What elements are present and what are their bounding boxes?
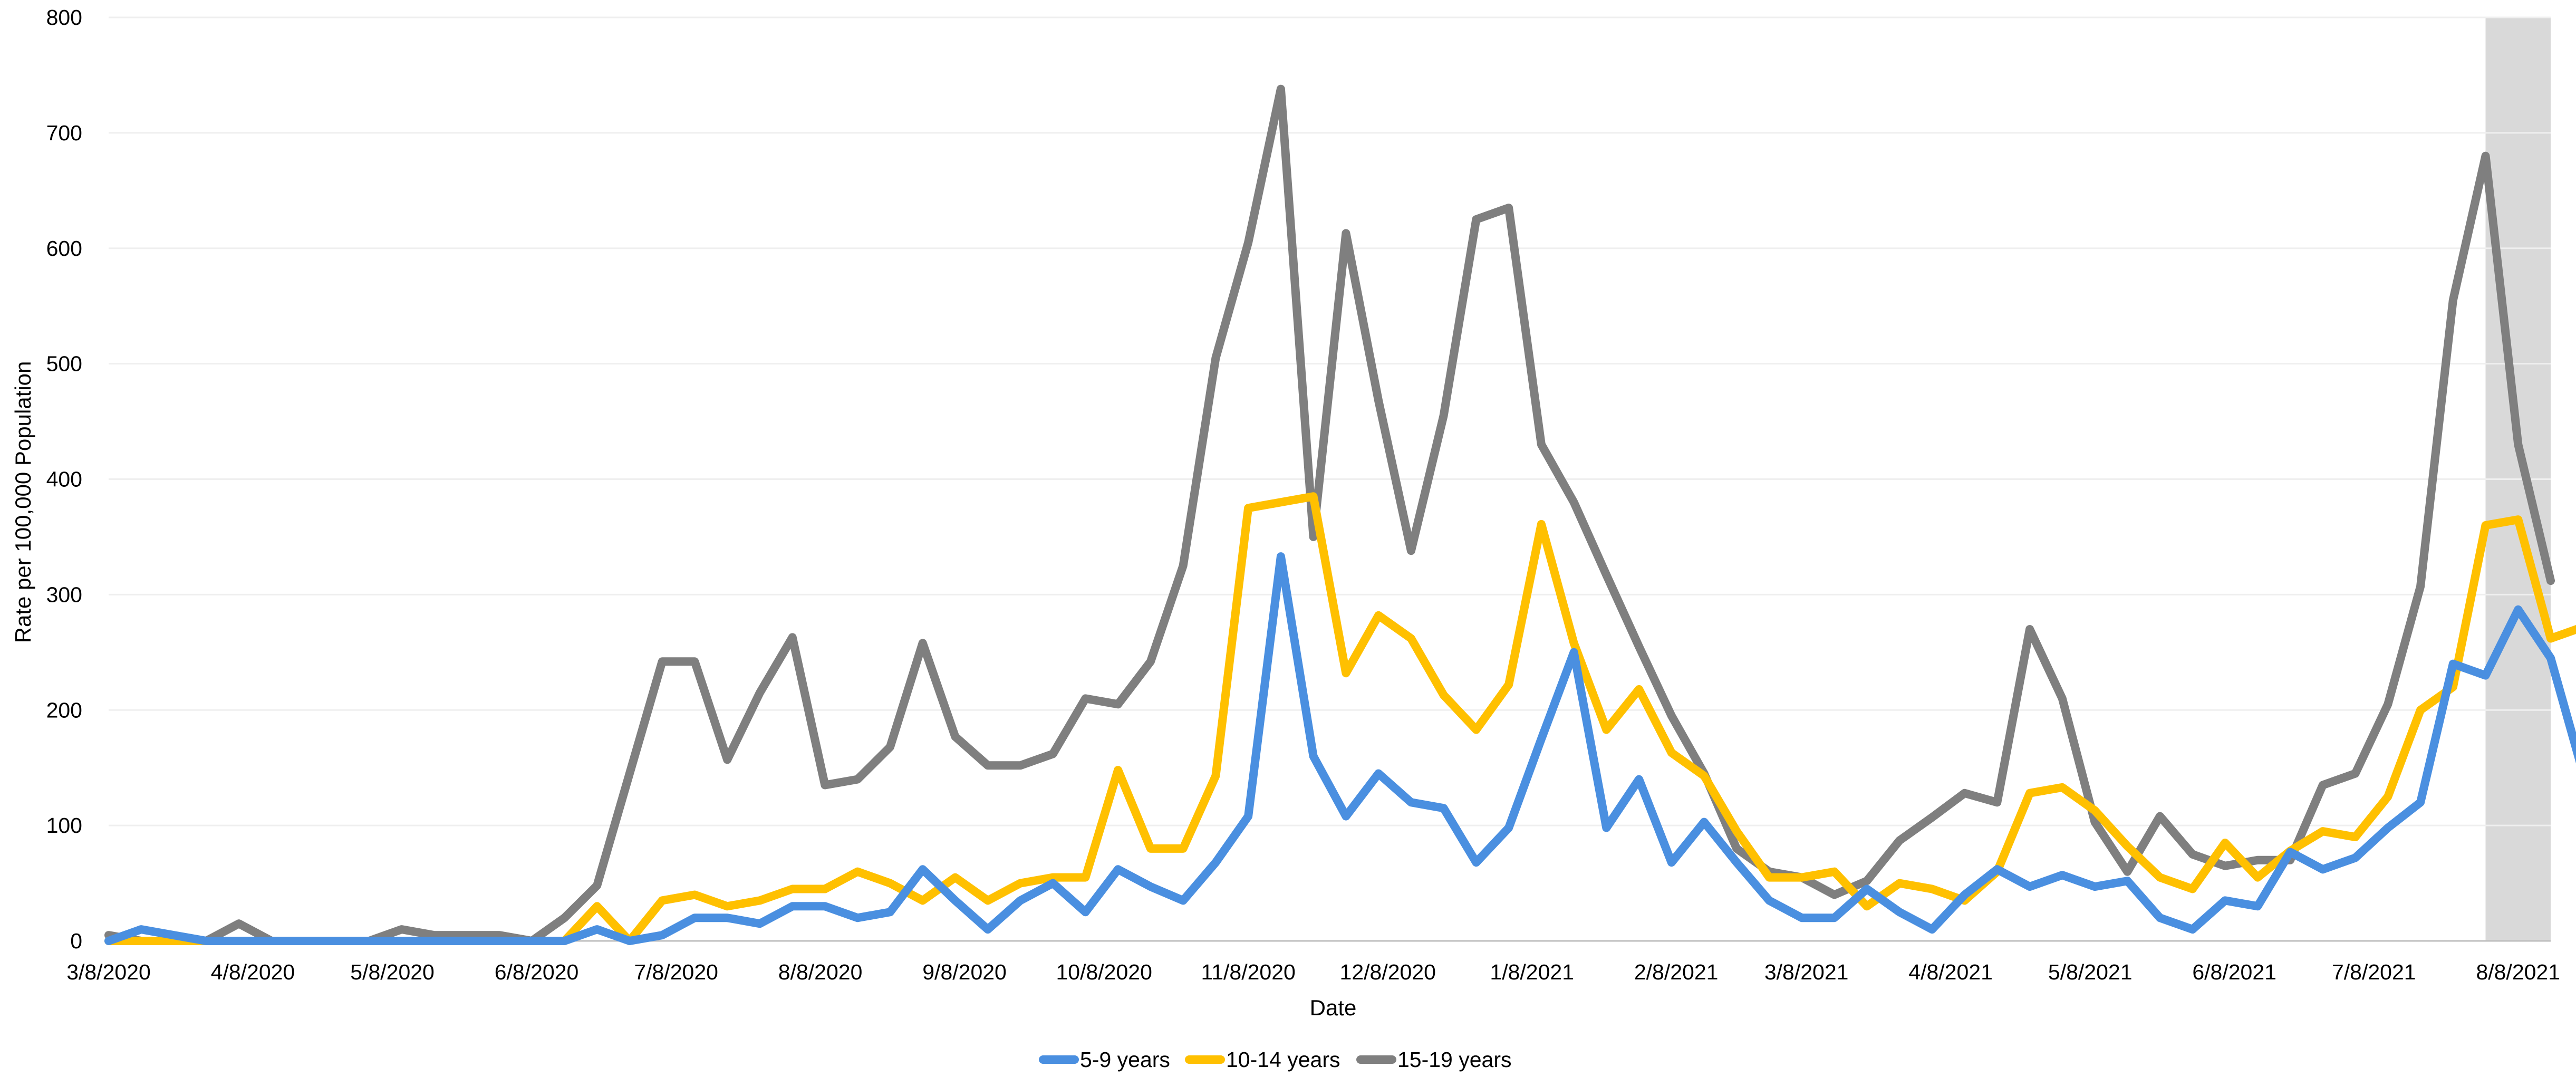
x-tick-label: 2/8/2021 (1634, 960, 1719, 984)
x-tick-label: 5/8/2020 (350, 960, 435, 984)
legend: 5-9 years 10-14 years 15-19 years (1039, 1047, 1512, 1072)
y-tick-label: 700 (46, 121, 82, 145)
y-tick-label: 600 (46, 236, 82, 261)
series-line-5-9-years (104, 552, 2576, 945)
y-axis-title: Rate per 100,000 Population (11, 361, 35, 643)
x-tick-label: 4/8/2020 (211, 960, 295, 984)
legend-label: 5-9 years (1080, 1047, 1170, 1072)
x-tick-label: 12/8/2020 (1340, 960, 1436, 984)
legend-label: 10-14 years (1226, 1047, 1340, 1072)
y-tick-label: 500 (46, 352, 82, 376)
series-line-10-14-years (104, 492, 2576, 945)
x-tick-label: 9/8/2020 (922, 960, 1007, 984)
y-tick-label: 400 (46, 467, 82, 492)
x-tick-label: 8/8/2021 (2476, 960, 2560, 984)
x-tick-label: 8/8/2020 (778, 960, 863, 984)
x-tick-label: 1/8/2021 (1490, 960, 1574, 984)
x-tick-label: 3/8/2021 (1764, 960, 1849, 984)
y-tick-label: 200 (46, 698, 82, 722)
x-tick-label: 6/8/2020 (495, 960, 579, 984)
y-tick-label: 0 (70, 929, 82, 953)
x-tick-label: 7/8/2021 (2332, 960, 2416, 984)
y-tick-label: 800 (46, 5, 82, 30)
y-tick-label: 300 (46, 582, 82, 607)
x-tick-label: 11/8/2020 (1201, 960, 1295, 984)
x-tick-label: 3/8/2020 (66, 960, 151, 984)
series-line-15-19-years (104, 84, 2555, 945)
x-tick-label: 10/8/2020 (1056, 960, 1152, 984)
x-tick-label: 4/8/2021 (1908, 960, 1993, 984)
x-axis-title: Date (1310, 995, 1357, 1020)
x-tick-label: 5/8/2021 (2048, 960, 2133, 984)
x-tick-label: 6/8/2021 (2192, 960, 2276, 984)
y-tick-label: 100 (46, 813, 82, 838)
legend-label: 15-19 years (1397, 1047, 1512, 1072)
x-tick-label: 7/8/2020 (634, 960, 718, 984)
